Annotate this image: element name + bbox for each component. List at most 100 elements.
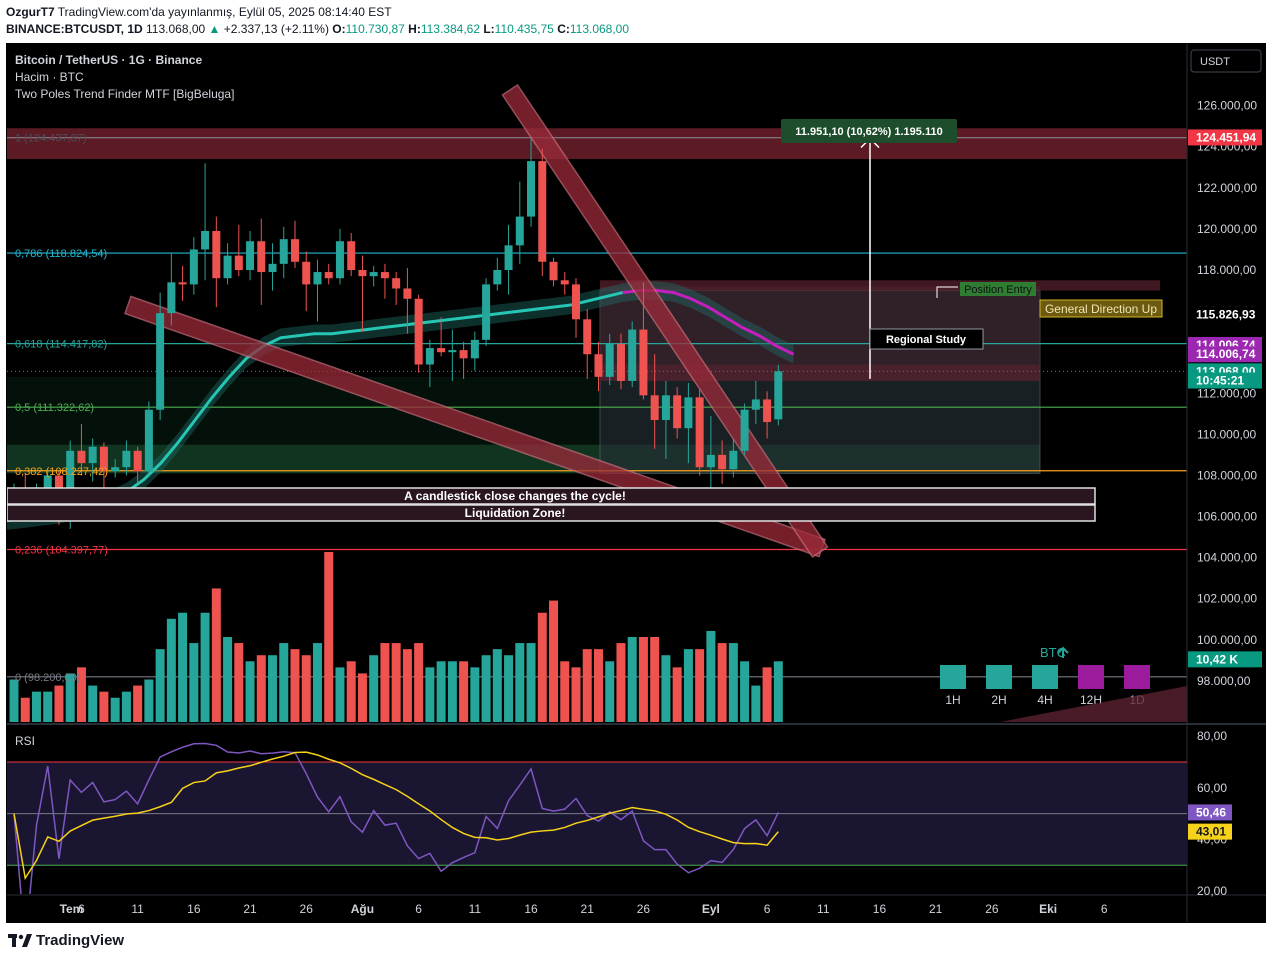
volume-bar	[178, 612, 188, 722]
candle-body	[380, 272, 389, 279]
volume-bar	[31, 691, 41, 722]
volume-bar	[20, 697, 30, 722]
volume-bar	[234, 643, 244, 722]
fib-label: 0,382 (108.227,42)	[15, 466, 108, 478]
candle-body	[616, 343, 625, 381]
volume-bar	[346, 661, 356, 722]
volume-bar	[256, 655, 266, 722]
time-tick: Eyl	[702, 902, 720, 916]
volume-series	[9, 552, 783, 722]
price-tick: 110.000,00	[1197, 427, 1256, 441]
time-tick: 16	[873, 902, 887, 916]
volume-bar	[402, 649, 412, 722]
liquidation-box	[7, 504, 1096, 522]
rsi-value-badge	[1188, 804, 1232, 821]
resistance-zone	[7, 128, 1187, 160]
candle-body	[504, 245, 513, 270]
general-direction-bg	[1039, 299, 1163, 318]
candle-body	[774, 371, 783, 420]
candle-body	[201, 230, 210, 250]
candle-body	[583, 319, 592, 355]
liquidation-label: Liquidation Zone!	[465, 506, 566, 520]
mtf-label: 1H	[945, 693, 960, 707]
volume-bar	[549, 600, 559, 722]
time-tick: 11	[817, 902, 830, 916]
fib-label: 0 (98.200,00)	[15, 672, 80, 684]
candle-body	[729, 450, 738, 470]
publish-info: OzgurT7 TradingView.com'da yayınlanmış, …	[6, 5, 392, 19]
price-badge	[1188, 651, 1262, 668]
volume-bar	[560, 661, 570, 722]
rsi-tick: 60,00	[1197, 781, 1227, 795]
volume-bar	[515, 643, 525, 722]
candle-body	[549, 261, 558, 281]
position-entry-label: Position Entry	[964, 284, 1032, 296]
volume-bar	[492, 649, 502, 722]
volume-bar	[200, 612, 210, 722]
volume-legend: Hacim · BTC	[15, 70, 84, 84]
candle-body	[515, 216, 524, 246]
symbol-info: BINANCE:BTCUSDT, 1D 113.068,00 ▲ +2.337,…	[6, 22, 629, 36]
mtf-cell	[1032, 665, 1058, 689]
volume-bar	[76, 667, 86, 722]
price-tick: 118.000,00	[1197, 263, 1256, 277]
time-tick: 6	[415, 902, 422, 916]
candle-body	[392, 278, 401, 289]
volume-bar	[706, 630, 716, 722]
candle-body	[527, 161, 536, 217]
candle-body	[324, 272, 333, 279]
volume-bar	[481, 655, 491, 722]
high-label: H:	[408, 22, 421, 36]
candle-body	[246, 241, 255, 270]
volume-bar	[717, 643, 727, 722]
volume-bar	[582, 649, 592, 722]
price-badge	[1188, 346, 1262, 363]
price-tick: 106.000,00	[1197, 510, 1257, 524]
candle-body	[122, 450, 131, 468]
price-tick: 108.000,00	[1197, 468, 1257, 482]
fib-label: 0,618 (114.417,82)	[15, 339, 107, 351]
candle-body	[189, 249, 198, 285]
open-value: 110.730,87	[345, 22, 405, 36]
volume-bar	[54, 685, 64, 722]
volume-bar	[189, 643, 199, 722]
time-tick: 16	[524, 902, 538, 916]
volume-bar	[88, 685, 98, 722]
price-badge	[1188, 372, 1262, 389]
candle-body	[470, 339, 479, 359]
volume-bar	[695, 649, 705, 722]
candle-body	[425, 348, 434, 365]
candle-body	[763, 399, 772, 423]
candle-body	[43, 475, 52, 492]
time-tick: 21	[929, 902, 943, 916]
volume-bar	[627, 637, 637, 722]
volume-bar	[537, 612, 547, 722]
time-tick: Eki	[1039, 902, 1057, 916]
volume-bar	[504, 655, 514, 722]
candle-body	[560, 280, 569, 285]
candle-body	[459, 350, 468, 359]
candle-body	[88, 446, 97, 464]
regional-study-bg	[869, 328, 984, 350]
volume-bar	[436, 661, 446, 722]
fib-label: 0,786 (118.824,54)	[15, 248, 107, 260]
price-tick: 126.000,00	[1197, 99, 1257, 113]
symbol-label[interactable]: BINANCE:BTCUSDT, 1D	[6, 22, 143, 36]
volume-bar	[672, 667, 682, 722]
candle-body	[313, 272, 322, 285]
volume-bar	[650, 637, 660, 722]
last-price: 113.068,00	[146, 22, 206, 36]
indicator-legend: Two Poles Trend Finder MTF [BigBeluga]	[15, 87, 234, 101]
price-tick: 104.000,00	[1197, 551, 1257, 565]
author-name[interactable]: OzgurT7	[6, 5, 55, 19]
candle-body	[234, 255, 243, 270]
low-label: L:	[483, 22, 495, 36]
candle-body	[335, 241, 344, 279]
price-pane: 11.951,10 (10,62%) 1.195.110 Position Ent…	[7, 53, 1187, 722]
cycle-box	[7, 487, 1096, 505]
time-tick: 6	[1101, 902, 1108, 916]
tradingview-brand: TradingView	[36, 932, 125, 949]
regional-study-label: Regional Study	[886, 334, 967, 346]
volume-bar	[121, 691, 131, 722]
